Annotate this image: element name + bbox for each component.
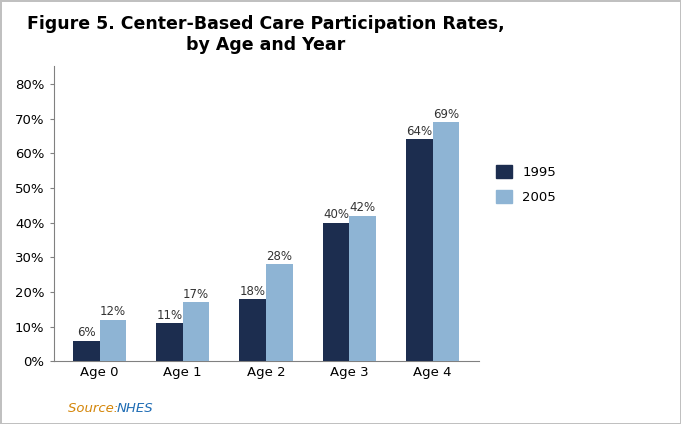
Bar: [323, 223, 349, 361]
Text: 40%: 40%: [323, 208, 349, 221]
Bar: [99, 320, 126, 361]
Text: 17%: 17%: [183, 288, 209, 301]
Text: 18%: 18%: [240, 285, 266, 298]
Legend: 1995, 2005: 1995, 2005: [490, 159, 563, 211]
Bar: [266, 264, 293, 361]
Text: 6%: 6%: [77, 326, 95, 339]
Bar: [349, 216, 376, 361]
Bar: [183, 302, 210, 361]
Bar: [156, 323, 183, 361]
Text: 11%: 11%: [157, 309, 183, 322]
Text: 28%: 28%: [266, 250, 292, 263]
Bar: [73, 340, 99, 361]
Bar: [406, 139, 432, 361]
Text: 12%: 12%: [100, 305, 126, 318]
Title: Figure 5. Center-Based Care Participation Rates,
by Age and Year: Figure 5. Center-Based Care Participatio…: [27, 15, 505, 54]
Text: 64%: 64%: [407, 125, 432, 138]
Text: 69%: 69%: [433, 108, 459, 120]
Text: 42%: 42%: [349, 201, 376, 214]
Bar: [432, 122, 459, 361]
Text: NHES: NHES: [117, 402, 154, 415]
Text: Source:: Source:: [68, 402, 123, 415]
Bar: [240, 299, 266, 361]
